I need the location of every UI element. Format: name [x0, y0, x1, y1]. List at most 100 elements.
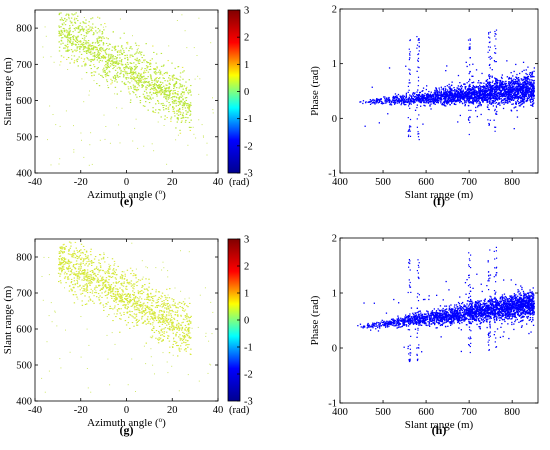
map-point [108, 66, 110, 68]
map-point [136, 318, 138, 320]
phase-point [454, 95, 456, 97]
phase-point [526, 99, 528, 102]
phase-outlier-point [488, 32, 490, 34]
map-point [159, 77, 161, 79]
map-point [158, 332, 161, 334]
phase-point [513, 81, 515, 83]
map-point-sparse [121, 107, 123, 109]
map-point [117, 54, 119, 56]
map-point [176, 121, 178, 123]
map-point [91, 59, 94, 61]
map-point [188, 335, 191, 337]
map-point [156, 67, 158, 69]
phase-point [412, 92, 415, 94]
map-point [79, 284, 81, 286]
phase-point [445, 100, 447, 102]
map-point [76, 296, 78, 298]
map-point-sparse [118, 124, 120, 126]
map-point [158, 296, 160, 298]
map-point-sparse [175, 139, 177, 141]
map-point [84, 278, 86, 280]
map-point [173, 87, 175, 89]
map-point [58, 25, 60, 27]
phase-point [451, 102, 453, 104]
map-point [133, 317, 136, 319]
map-point [71, 13, 73, 15]
phase-point [477, 105, 479, 107]
map-point [172, 107, 174, 109]
phase-outlier-point [495, 61, 497, 63]
map-point [95, 49, 97, 51]
map-point [125, 78, 128, 80]
phase-point [518, 89, 520, 91]
phase-point [407, 91, 409, 93]
phase-outlier-point [416, 107, 418, 109]
phase-point [484, 94, 486, 96]
phase-point [487, 81, 489, 83]
map-point [161, 89, 164, 91]
phase-point [472, 97, 475, 99]
map-point [172, 93, 174, 95]
map-point [185, 326, 187, 328]
phase-point [469, 102, 471, 104]
map-point [79, 30, 81, 32]
phase-point [433, 100, 435, 102]
phase-point [440, 94, 442, 96]
map-point [137, 74, 139, 76]
phase-point [508, 81, 510, 83]
map-point [160, 88, 162, 90]
phase-point [438, 89, 441, 91]
map-point [154, 82, 156, 84]
map-point [127, 293, 129, 295]
map-point [90, 299, 92, 301]
phase-outlier-point [469, 116, 471, 118]
phase-point [465, 86, 467, 88]
phase-point [472, 87, 474, 89]
phase-outlier-point [409, 54, 411, 56]
map-point [169, 97, 171, 99]
map-point [176, 345, 178, 347]
map-point [168, 94, 170, 96]
map-point [80, 46, 82, 48]
phase-outlier-point [409, 39, 411, 41]
phase-point [411, 97, 414, 100]
map-point-sparse [119, 142, 121, 144]
map-point [105, 49, 107, 51]
map-point-sparse [167, 108, 169, 110]
map-point [156, 90, 158, 92]
map-point-sparse [146, 91, 147, 93]
map-point [77, 43, 80, 45]
phase-outlier-point [468, 86, 470, 88]
phase-point [480, 113, 482, 116]
phase-point [446, 65, 448, 67]
map-point [103, 55, 106, 57]
phase-point [523, 93, 525, 95]
phase-point [432, 100, 434, 102]
map-point [181, 95, 184, 97]
map-point [123, 301, 125, 303]
map-point [173, 77, 175, 79]
phase-point [499, 85, 501, 87]
map-point [141, 51, 143, 53]
map-point [83, 46, 85, 48]
phase-point [517, 98, 519, 100]
map-point [77, 58, 79, 60]
phase-point [383, 102, 385, 104]
map-point [184, 102, 186, 104]
phase-point [441, 102, 444, 105]
map-point [172, 322, 174, 324]
map-point [113, 300, 115, 302]
phase-outlier-point [496, 80, 498, 82]
phase-point [504, 83, 506, 85]
phase-point [401, 98, 403, 100]
map-point [156, 77, 158, 79]
map-point-sparse [73, 149, 75, 151]
map-point [105, 63, 107, 65]
phase-point [496, 92, 498, 94]
phase-point [486, 89, 488, 91]
phase-point [533, 97, 535, 99]
phase-point [510, 93, 512, 95]
phase-point [414, 96, 416, 98]
map-point [186, 105, 188, 107]
phase-point [482, 86, 484, 88]
